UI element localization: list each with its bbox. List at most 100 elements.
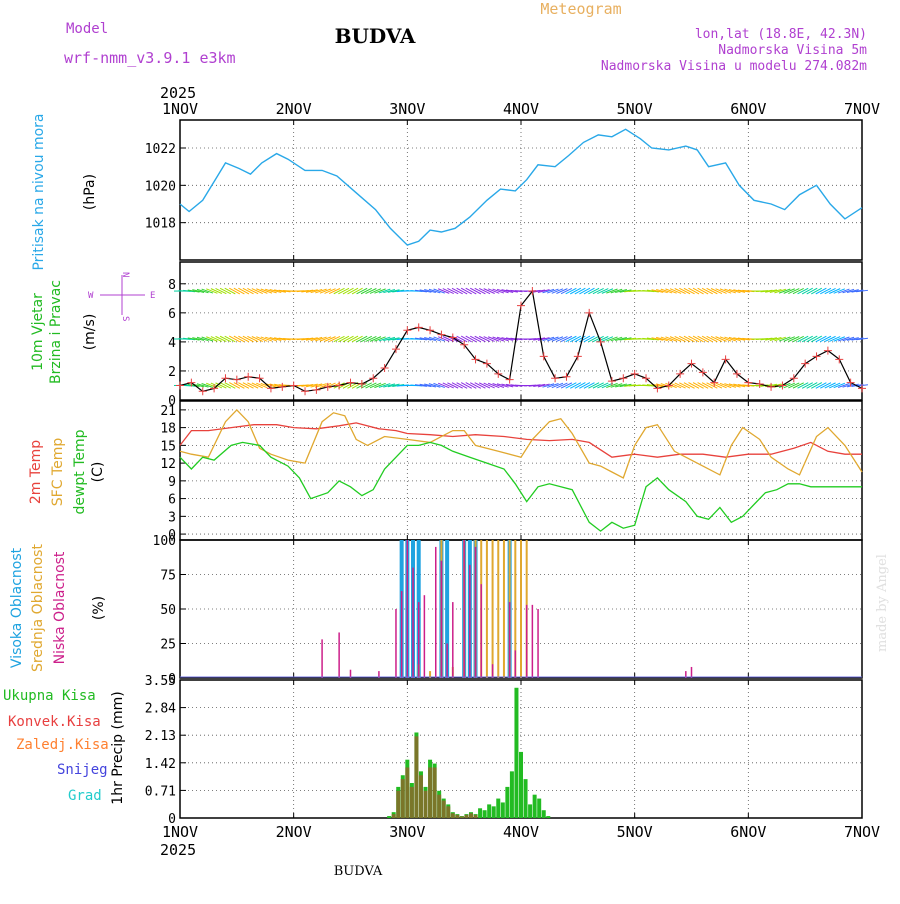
cloud-mid-bar bbox=[520, 540, 522, 678]
wind-unit: (m/s) bbox=[82, 314, 98, 351]
x-label-bottom: 5NOV bbox=[617, 823, 653, 841]
wind-speed-point bbox=[778, 381, 786, 389]
cloud-low-bar bbox=[492, 664, 494, 678]
cloud-low-bar bbox=[526, 605, 528, 678]
y-tick-label: 21 bbox=[160, 404, 176, 419]
x-label-top: 3NOV bbox=[389, 100, 425, 118]
y-tick-label: 1020 bbox=[145, 179, 176, 194]
x-label-bottom: 4NOV bbox=[503, 823, 539, 841]
y-tick-label: 0.71 bbox=[145, 784, 176, 799]
cloud-low-bar bbox=[463, 540, 465, 678]
precip-conv-bar bbox=[474, 815, 478, 818]
cloud-mid-bar bbox=[486, 540, 488, 678]
wind-speed-point bbox=[244, 373, 252, 381]
model-label: Model bbox=[66, 21, 108, 37]
year-bottom: 2025 bbox=[160, 841, 196, 859]
cloud-unit: (%) bbox=[91, 596, 107, 620]
cloud-low-bar bbox=[515, 650, 517, 678]
y-tick-label: 75 bbox=[160, 569, 176, 584]
precip-total-bar bbox=[487, 804, 491, 818]
precip-conv-bar bbox=[451, 813, 455, 818]
precip-total-bar bbox=[501, 802, 505, 818]
wind-speed-point bbox=[301, 387, 309, 395]
wind-speed-point bbox=[335, 381, 343, 389]
precip-total-bar bbox=[533, 795, 537, 818]
wind-speed-point bbox=[312, 386, 320, 394]
wind-ylabel-1: 10m Vjetar bbox=[30, 293, 46, 371]
compass-s: S bbox=[120, 316, 130, 321]
y-tick-label: 2 bbox=[168, 365, 176, 380]
wind-speed-point bbox=[506, 376, 514, 384]
cloud-low-bar bbox=[509, 602, 511, 678]
station-title: BUDVA bbox=[335, 24, 416, 48]
precip-conv-bar bbox=[410, 787, 414, 818]
precip-conv-bar bbox=[414, 736, 418, 818]
temp-sfc-line bbox=[180, 410, 862, 478]
cloud-low-bar bbox=[338, 632, 340, 678]
y-tick-label: 15 bbox=[160, 439, 176, 454]
precip-conv-bar bbox=[433, 767, 437, 818]
precip-total-bar bbox=[537, 799, 541, 818]
precip-total-bar bbox=[519, 752, 523, 818]
cloud-low-bar bbox=[418, 602, 420, 678]
cloud-low-bar bbox=[407, 540, 409, 678]
cloud-ylabel-3: Niska Oblacnost bbox=[52, 551, 68, 664]
y-tick-label: 1018 bbox=[145, 217, 176, 232]
precip-conv-bar bbox=[392, 814, 396, 818]
y-tick-label: 6 bbox=[168, 493, 176, 508]
wind-speed-point bbox=[767, 383, 775, 391]
x-label-bottom: 1NOV bbox=[162, 823, 198, 841]
precip-conv-bar bbox=[437, 795, 441, 818]
precip-conv-bar bbox=[460, 816, 464, 818]
y-tick-label: 1022 bbox=[145, 142, 176, 157]
x-label-top: 4NOV bbox=[503, 100, 539, 118]
precip-conv-bar bbox=[401, 779, 405, 818]
precip-conv-bar bbox=[428, 767, 432, 818]
credit: made by Angel bbox=[875, 554, 890, 652]
wind-speed-point bbox=[426, 326, 434, 334]
y-tick-label: 2.84 bbox=[145, 702, 176, 717]
cloud-low-bar bbox=[435, 547, 437, 678]
precip-conv-bar bbox=[424, 791, 428, 818]
wind-speed-point bbox=[540, 352, 548, 360]
cloud-low-bar bbox=[424, 595, 426, 678]
cloud-ylabel-1: Visoka Oblacnost bbox=[9, 547, 25, 668]
y-tick-label: 25 bbox=[160, 638, 176, 653]
wind-ylabel-2: Brzina i Pravac bbox=[48, 280, 64, 384]
cloud-low-bar bbox=[475, 547, 477, 678]
precip-conv-bar bbox=[442, 801, 446, 818]
precip-total-bar bbox=[514, 688, 518, 818]
precip-total-bar bbox=[542, 810, 546, 818]
precip-total-bar bbox=[524, 779, 528, 818]
cloud-low-bar bbox=[395, 609, 397, 678]
cloud-low-bar bbox=[401, 591, 403, 678]
y-tick-label: 9 bbox=[168, 475, 176, 490]
elevation-label: Nadmorska Visina 5m bbox=[718, 43, 867, 58]
y-tick-label: 1.42 bbox=[145, 757, 176, 772]
coords-label: lon,lat (18.8E, 42.3N) bbox=[695, 27, 867, 42]
legend-konvek: Konvek.Kisa bbox=[8, 714, 101, 730]
cloud-low-bar bbox=[469, 565, 471, 678]
x-label-top: 5NOV bbox=[617, 100, 653, 118]
temp-ylabel-1: 2m Temp bbox=[28, 440, 44, 504]
precip-conv-bar bbox=[419, 775, 423, 818]
x-label-bottom: 7NOV bbox=[844, 823, 880, 841]
compass-w: W bbox=[88, 291, 94, 301]
y-tick-label: 50 bbox=[160, 603, 176, 618]
precip-total-bar bbox=[528, 804, 532, 818]
wind-compass: W E N S bbox=[88, 272, 155, 321]
cloud-mid-bar bbox=[492, 540, 494, 678]
y-tick-label: 100 bbox=[153, 534, 176, 549]
wind-speed-point bbox=[392, 345, 400, 353]
precip-conv-bar bbox=[464, 815, 468, 818]
wind-speed-point bbox=[756, 380, 764, 388]
cloud-low-bar bbox=[480, 584, 482, 678]
cloud-mid-bar bbox=[503, 540, 505, 678]
model-name: wrf-nmm_v3.9.1 e3km bbox=[64, 49, 236, 67]
x-label-top: 1NOV bbox=[162, 100, 198, 118]
pressure-unit: (hPa) bbox=[82, 174, 98, 210]
x-label-top: 6NOV bbox=[730, 100, 766, 118]
x-label-top: 2NOV bbox=[276, 100, 312, 118]
precip-conv-bar bbox=[469, 813, 473, 818]
